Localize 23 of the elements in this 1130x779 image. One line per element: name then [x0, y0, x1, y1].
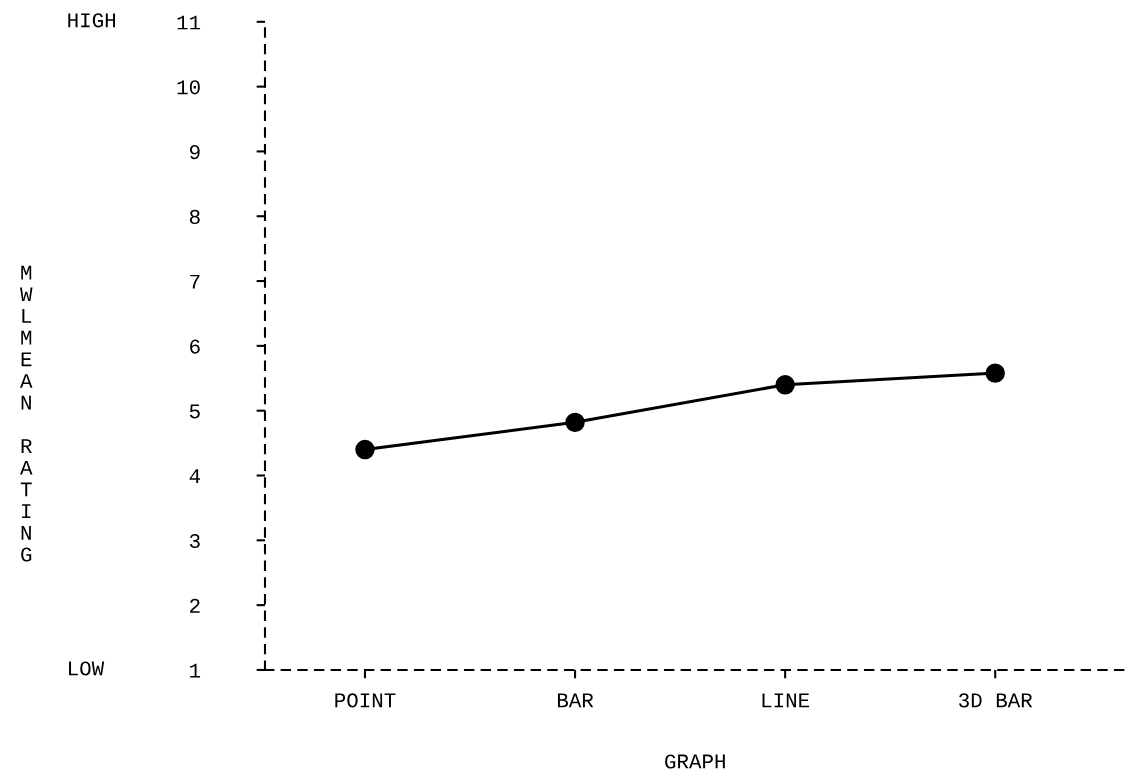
y-tick-label: 11 [177, 15, 201, 30]
y-tick-label: 7 [190, 274, 200, 289]
x-tick-label: BAR [557, 693, 594, 708]
y-tick-label: 8 [189, 209, 200, 224]
text: HIGH [68, 13, 116, 28]
point [565, 412, 585, 433]
y-tick-label: 4 [189, 469, 201, 484]
point [355, 439, 375, 460]
y-tick-label: 2 [190, 598, 200, 613]
y-tick-label: 9 [190, 145, 200, 160]
x-tick-label: 3D BAR [959, 693, 1033, 708]
y-tick-label: 1 [190, 663, 201, 678]
y-tick-label: 10 [177, 80, 200, 95]
x-tick-label: POINT [335, 693, 396, 708]
x-tick-label: LINE [762, 693, 810, 708]
y-tick-label: 6 [190, 339, 200, 354]
y-tick-label: 3 [189, 533, 200, 549]
x-axis-title: GRAPH [665, 754, 725, 769]
point [775, 375, 795, 395]
text: LOW [69, 661, 105, 676]
text: MWLMEAN RATING [20, 265, 33, 562]
point [985, 363, 1005, 383]
y-tick-label: 5 [189, 404, 200, 419]
